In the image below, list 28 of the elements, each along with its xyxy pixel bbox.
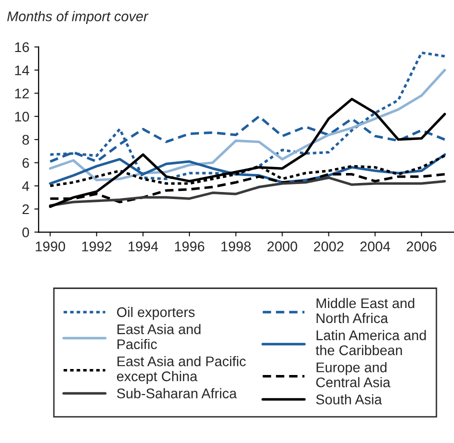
legend-label: East Asia and Pacific except China xyxy=(116,356,246,384)
y-tick-label: 4 xyxy=(22,181,30,191)
legend-label: East Asia and Pacific xyxy=(118,324,200,350)
y-tick-label: 12 xyxy=(15,88,29,98)
x-tick-label: 2000 xyxy=(268,242,298,252)
x-tick-label: 1992 xyxy=(82,242,112,252)
y-tick-label: 6 xyxy=(22,158,29,168)
y-tick-label: 0 xyxy=(22,227,30,238)
y-tick-label: 2 xyxy=(22,204,29,214)
legend-label: South Asia xyxy=(316,394,382,404)
x-tick-label: 2002 xyxy=(314,242,344,252)
x-tick-label: 2004 xyxy=(360,242,390,252)
legend-label: Sub-Saharan Africa xyxy=(117,388,237,398)
y-tick-label: 8 xyxy=(22,134,29,145)
x-tick-label: 1998 xyxy=(221,242,251,252)
legend-label: Latin America and the Caribbean xyxy=(316,330,426,356)
line-series xyxy=(48,98,446,208)
x-tick-label: 1994 xyxy=(128,242,158,252)
y-tick-label: 16 xyxy=(15,42,29,52)
legend-label: Middle East and North Africa xyxy=(316,298,414,324)
y-axis-title: Months of import cover xyxy=(7,11,149,24)
x-tick-label: 1990 xyxy=(36,242,66,252)
x-tick-label: 1996 xyxy=(175,242,204,252)
legend-label: Europe and Central Asia xyxy=(316,362,390,388)
y-tick-label: 10 xyxy=(15,112,30,122)
legend-label: Oil exporters xyxy=(117,306,195,320)
y-tick-label: 14 xyxy=(15,66,30,76)
x-tick-label: 2006 xyxy=(406,242,436,252)
